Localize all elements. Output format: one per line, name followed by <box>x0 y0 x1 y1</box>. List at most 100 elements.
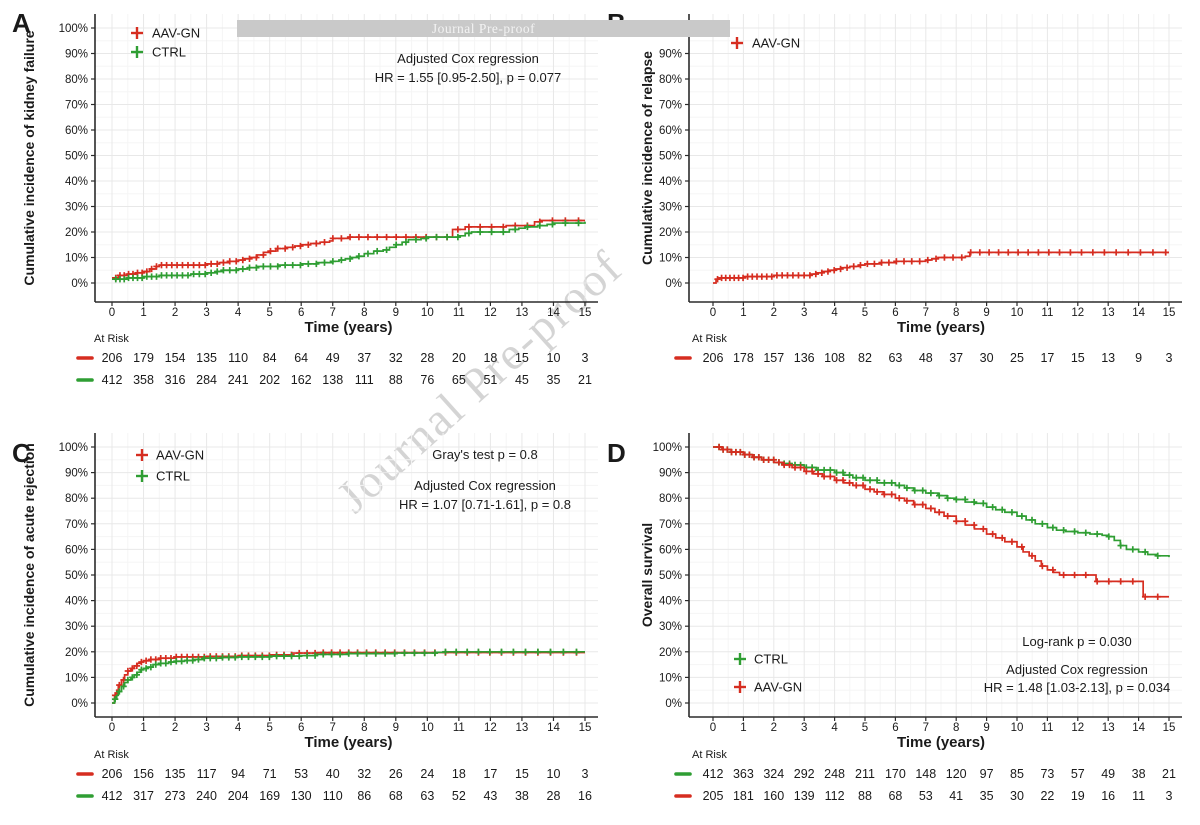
svg-text:30%: 30% <box>659 202 682 214</box>
at-risk-count: 169 <box>259 789 280 803</box>
svg-text:10%: 10% <box>65 672 88 684</box>
at-risk-count: 24 <box>420 767 434 781</box>
at-risk-table: At Risk 412 363 324 292 248 211 170 148 120 97 85 73… <box>674 749 1176 803</box>
svg-text:0: 0 <box>710 307 716 319</box>
svg-text:30%: 30% <box>659 621 682 633</box>
svg-text:At Risk: At Risk <box>94 333 129 345</box>
at-risk-count: 21 <box>578 373 592 387</box>
at-risk-count: 139 <box>794 789 815 803</box>
legend: AAV-GN CTRL <box>136 448 204 484</box>
at-risk-count: 22 <box>1040 789 1054 803</box>
series-CTRL <box>111 648 585 704</box>
at-risk-count: 136 <box>794 351 815 365</box>
svg-text:10: 10 <box>1011 722 1024 734</box>
at-risk-count: 157 <box>763 351 784 365</box>
at-risk-count: 317 <box>133 789 154 803</box>
at-risk-count: 412 <box>703 767 724 781</box>
at-risk-count: 18 <box>452 767 466 781</box>
svg-text:8: 8 <box>361 307 367 319</box>
y-axis-label: Cumulative incidence of acute rejection <box>21 443 37 707</box>
at-risk-count: 57 <box>1071 767 1085 781</box>
svg-text:0%: 0% <box>71 278 88 290</box>
annotation: Adjusted Cox regression HR = 1.48 [1.03-2… <box>984 662 1170 695</box>
grid <box>689 433 1182 717</box>
annotation: Adjusted Cox regression HR = 1.07 [0.71-1… <box>399 478 571 512</box>
at-risk-count: 88 <box>858 789 872 803</box>
svg-text:2: 2 <box>172 722 178 734</box>
svg-text:9: 9 <box>983 307 989 319</box>
svg-text:60%: 60% <box>65 544 88 556</box>
svg-text:12: 12 <box>484 307 497 319</box>
svg-text:Time (years): Time (years) <box>897 319 985 336</box>
at-risk-count: 156 <box>133 767 154 781</box>
at-risk-count: 211 <box>855 767 875 781</box>
svg-text:Time (years): Time (years) <box>897 734 985 751</box>
annotation: Adjusted Cox regression HR = 1.55 [0.95-2… <box>375 51 561 85</box>
svg-text:10%: 10% <box>659 672 682 684</box>
svg-text:Time (years): Time (years) <box>304 734 392 751</box>
at-risk-count: 35 <box>547 373 561 387</box>
at-risk-count: 28 <box>420 351 434 365</box>
at-risk-count: 205 <box>703 789 724 803</box>
svg-text:6: 6 <box>298 722 304 734</box>
svg-text:4: 4 <box>235 307 242 319</box>
at-risk-count: 3 <box>1166 789 1173 803</box>
at-risk-count: 63 <box>420 789 434 803</box>
svg-text:1: 1 <box>740 307 746 319</box>
at-risk-count: 32 <box>389 351 403 365</box>
at-risk-count: 241 <box>228 373 249 387</box>
at-risk-count: 3 <box>582 351 589 365</box>
at-risk-count: 41 <box>949 789 963 803</box>
at-risk-count: 17 <box>483 767 497 781</box>
at-risk-count: 135 <box>196 351 217 365</box>
svg-text:CTRL: CTRL <box>754 652 788 667</box>
svg-text:15: 15 <box>579 722 592 734</box>
at-risk-count: 111 <box>355 373 374 387</box>
at-risk-count: 204 <box>228 789 249 803</box>
at-risk-count: 25 <box>1010 351 1024 365</box>
at-risk-count: 9 <box>1135 351 1142 365</box>
svg-text:10%: 10% <box>659 253 682 265</box>
svg-text:0: 0 <box>109 722 115 734</box>
at-risk-count: 15 <box>515 767 529 781</box>
svg-text:13: 13 <box>1102 307 1115 319</box>
at-risk-count: 248 <box>824 767 845 781</box>
censor-marks <box>112 217 582 282</box>
at-risk-count: 154 <box>165 351 186 365</box>
grid <box>95 14 598 302</box>
svg-text:70%: 70% <box>659 519 682 531</box>
at-risk-count: 63 <box>888 351 902 365</box>
svg-text:15: 15 <box>1163 307 1176 319</box>
at-risk-count: 82 <box>858 351 872 365</box>
at-risk-count: 49 <box>326 351 340 365</box>
svg-text:Adjusted Cox regression: Adjusted Cox regression <box>414 478 556 493</box>
censor-marks <box>111 649 580 699</box>
svg-text:50%: 50% <box>65 570 88 582</box>
svg-text:AAV-GN: AAV-GN <box>152 26 200 41</box>
svg-text:80%: 80% <box>65 493 88 505</box>
at-risk-count: 178 <box>733 351 754 365</box>
watermark-bar: Journal Pre-proof <box>237 20 730 37</box>
svg-text:3: 3 <box>203 722 209 734</box>
at-risk-count: 120 <box>946 767 967 781</box>
svg-text:20%: 20% <box>659 647 682 659</box>
svg-text:7: 7 <box>923 722 929 734</box>
at-risk-count: 206 <box>703 351 724 365</box>
svg-text:0%: 0% <box>71 698 88 710</box>
svg-text:20%: 20% <box>659 227 682 239</box>
legend: AAV-GN <box>731 36 800 51</box>
svg-text:0: 0 <box>710 722 716 734</box>
at-risk-count: 18 <box>483 351 497 365</box>
svg-text:10: 10 <box>421 307 434 319</box>
svg-text:3: 3 <box>801 307 807 319</box>
svg-text:AAV-GN: AAV-GN <box>754 680 802 695</box>
svg-text:11: 11 <box>453 722 465 734</box>
at-risk-count: 85 <box>1010 767 1024 781</box>
svg-text:Adjusted Cox regression: Adjusted Cox regression <box>397 51 539 66</box>
at-risk-count: 324 <box>763 767 784 781</box>
at-risk-count: 3 <box>582 767 589 781</box>
svg-text:50%: 50% <box>659 151 682 163</box>
svg-text:100%: 100% <box>59 23 88 35</box>
at-risk-count: 37 <box>357 351 371 365</box>
